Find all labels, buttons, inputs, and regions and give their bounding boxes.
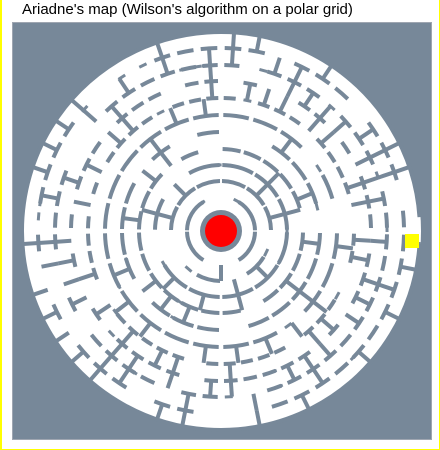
maze-wall (123, 218, 140, 220)
maze-wall (403, 211, 404, 228)
maze-wall-tick (37, 212, 41, 220)
maze-wall (185, 83, 198, 86)
polar-maze[interactable] (13, 23, 431, 439)
maze-wall-tick (214, 163, 222, 166)
maze-wall-tick (285, 228, 288, 236)
maze-wall-tick (225, 395, 233, 398)
maze-wall-tick (385, 224, 388, 232)
maze-wall (204, 346, 206, 363)
maze-wall (241, 360, 253, 362)
start-marker[interactable] (205, 215, 237, 247)
maze-wall (223, 311, 241, 313)
maze-wall (210, 65, 211, 81)
window-title: Ariadne's map (Wilson's algorithm on a p… (22, 1, 353, 19)
maze-wall (224, 98, 236, 99)
maze-wall (88, 234, 89, 246)
maze-wall (371, 241, 387, 242)
maze-wall (204, 99, 206, 116)
maze-wall (55, 241, 71, 242)
maze-wall (71, 214, 72, 228)
maze-wall (88, 216, 89, 228)
maze-wall (211, 81, 212, 98)
maze-wall (38, 242, 55, 243)
maze-wall (210, 381, 211, 397)
maze-wall (232, 48, 233, 65)
maze-wall (189, 100, 201, 102)
maze-wall (231, 381, 232, 397)
maze-wall (302, 242, 319, 244)
maze-wall-tick (53, 235, 56, 243)
maze-canvas[interactable] (12, 22, 432, 440)
goal-marker[interactable] (405, 234, 419, 248)
maze-wall (230, 364, 231, 381)
maze-wall (55, 213, 56, 228)
maze-wall (206, 363, 218, 364)
maze-wall (370, 214, 371, 228)
maze-wall (236, 346, 238, 363)
maze-wall (223, 149, 241, 151)
maze-wall (139, 233, 141, 251)
maze-wall (336, 246, 353, 248)
maze-wall (354, 240, 371, 241)
maze-wall (209, 48, 210, 65)
maze-wall (201, 311, 219, 313)
maze-wall (90, 251, 92, 263)
maze-wall (244, 377, 257, 380)
